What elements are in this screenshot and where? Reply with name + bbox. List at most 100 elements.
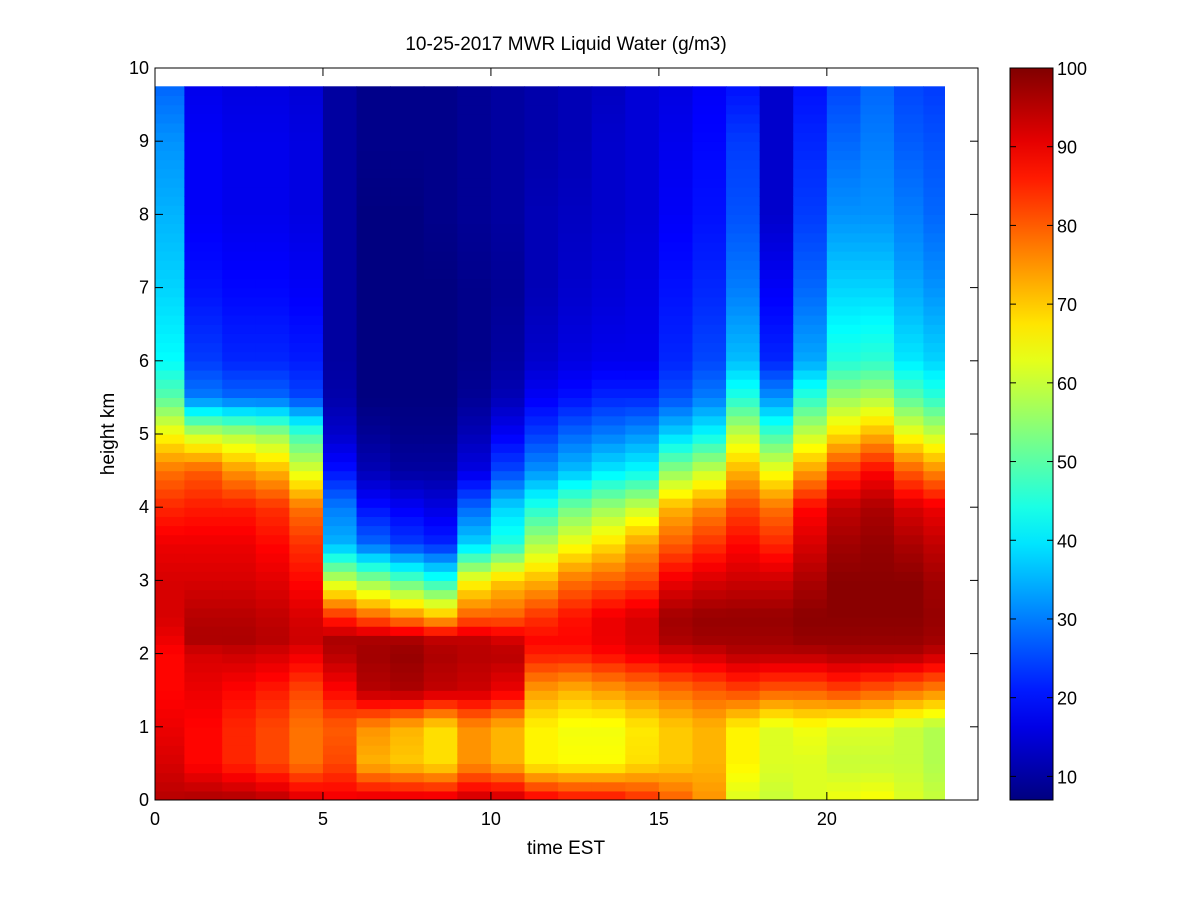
heatmap-cell (759, 168, 794, 179)
heatmap-cell (289, 95, 324, 106)
heatmap-cell (860, 681, 895, 691)
heatmap-cell (322, 699, 358, 710)
heatmap-cell (457, 598, 492, 609)
heatmap-cell (826, 269, 862, 280)
heatmap-cell (490, 397, 526, 408)
heatmap-cell (692, 525, 727, 536)
heatmap-cell (793, 543, 828, 554)
heatmap-cell (894, 580, 925, 591)
heatmap-cell (692, 223, 727, 234)
heatmap-cell (155, 223, 185, 234)
heatmap-cell (625, 296, 660, 307)
heatmap-cell (155, 388, 185, 398)
heatmap-cell (457, 488, 492, 499)
heatmap-cell (390, 717, 425, 728)
heatmap-cell (759, 443, 794, 453)
heatmap-cell (490, 241, 526, 252)
heatmap-cell (457, 113, 492, 124)
heatmap-cell (826, 662, 862, 673)
heatmap-cell (591, 452, 626, 463)
y-tick-label: 7 (139, 278, 149, 298)
heatmap-cell (457, 690, 492, 700)
heatmap-cell (356, 617, 391, 627)
heatmap-cell (860, 607, 895, 618)
heatmap-cell (726, 251, 761, 261)
heatmap-cell (692, 488, 727, 499)
heatmap-cell (184, 681, 223, 691)
heatmap-cell (894, 415, 925, 426)
heatmap-cell (923, 214, 945, 225)
heatmap-cell (558, 287, 593, 298)
heatmap-cell (558, 534, 593, 545)
heatmap-cell (923, 443, 945, 453)
heatmap-cell (255, 790, 290, 800)
heatmap-cell (625, 763, 660, 774)
heatmap-cell (289, 269, 324, 280)
heatmap-cell (860, 543, 895, 554)
heatmap-cell (726, 214, 761, 225)
heatmap-cell (155, 635, 185, 646)
heatmap-cell (356, 324, 391, 334)
heatmap-cell (692, 260, 727, 270)
heatmap-cell (625, 571, 660, 581)
heatmap-cell (322, 159, 358, 170)
heatmap-cell (759, 223, 794, 234)
heatmap-cell (726, 699, 761, 710)
heatmap-cell (490, 589, 526, 600)
heatmap-cell (289, 699, 324, 710)
heatmap-cell (726, 424, 761, 435)
heatmap-cell (255, 745, 290, 755)
heatmap-cell (692, 186, 727, 197)
heatmap-cell (155, 122, 185, 133)
heatmap-cell (591, 699, 626, 710)
heatmap-cell (222, 424, 257, 435)
heatmap-cell (423, 443, 458, 453)
heatmap-cell (658, 379, 694, 389)
heatmap-cell (826, 232, 862, 243)
heatmap-cell (524, 589, 559, 600)
heatmap-cell (356, 141, 391, 151)
heatmap-cell (457, 241, 492, 252)
heatmap-cell (423, 397, 458, 408)
heatmap-cell (255, 315, 290, 325)
heatmap-cell (423, 717, 458, 728)
heatmap-cell (726, 626, 761, 636)
heatmap-cell (625, 671, 660, 682)
heatmap-cell (625, 104, 660, 115)
heatmap-cell (490, 351, 526, 362)
heatmap-cell (184, 452, 223, 463)
heatmap-cell (894, 168, 925, 179)
heatmap-cell (390, 507, 425, 517)
heatmap-cell (356, 635, 391, 646)
heatmap-cell (558, 159, 593, 170)
heatmap-cell (726, 122, 761, 133)
heatmap-cell (759, 424, 794, 435)
heatmap-cell (658, 434, 694, 444)
heatmap-cell (255, 269, 290, 280)
heatmap-cell (793, 86, 828, 97)
heatmap-cell (255, 168, 290, 179)
heatmap-cell (658, 726, 694, 737)
heatmap-cell (625, 525, 660, 536)
heatmap-cell (155, 626, 185, 636)
heatmap-cell (591, 360, 626, 371)
heatmap-cell (558, 104, 593, 115)
heatmap-cell (390, 415, 425, 426)
heatmap-cell (692, 653, 727, 664)
heatmap-cell (524, 434, 559, 444)
heatmap-cell (155, 141, 185, 151)
heatmap-cell (390, 113, 425, 124)
heatmap-cell (255, 379, 290, 389)
heatmap-cell (155, 525, 185, 536)
heatmap-cell (692, 351, 727, 362)
heatmap-cell (524, 351, 559, 362)
heatmap-cell (490, 424, 526, 435)
heatmap-cell (423, 507, 458, 517)
heatmap-cell (923, 360, 945, 371)
heatmap-cell (625, 626, 660, 636)
heatmap-cell (860, 168, 895, 179)
heatmap-cell (558, 214, 593, 225)
heatmap-cell (457, 168, 492, 179)
heatmap-cell (591, 589, 626, 600)
heatmap-cell (894, 86, 925, 97)
